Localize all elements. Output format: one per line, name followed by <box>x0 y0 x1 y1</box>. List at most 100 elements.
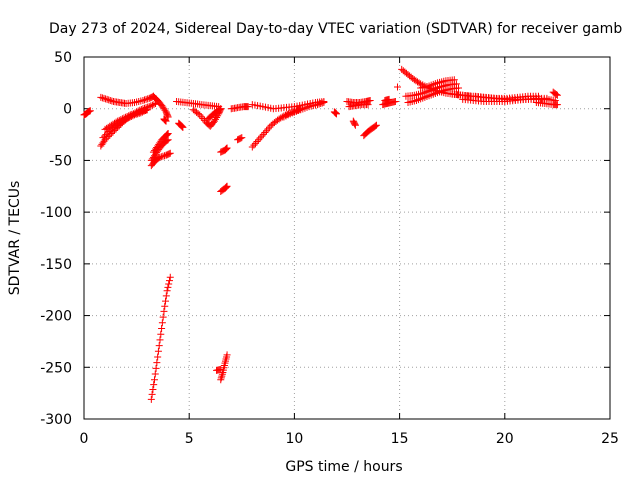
x-tick-label: 15 <box>391 431 409 447</box>
data-point-arc-22 <box>250 141 258 149</box>
data-point-arc-19 <box>217 365 225 373</box>
data-point-arc-08 <box>166 149 174 157</box>
data-point-arc-16 <box>223 144 231 152</box>
data-point-arc-02 <box>108 97 116 105</box>
data-point-arc-02 <box>140 96 148 104</box>
data-point-arc-22 <box>259 130 267 138</box>
data-point-arc-41 <box>552 90 560 98</box>
y-tick-label: -200 <box>40 309 72 325</box>
data-point-arc-11 <box>178 123 186 131</box>
data-point-arc-25 <box>332 110 340 118</box>
data-point-arc-02 <box>142 95 150 103</box>
plot-frame <box>83 56 611 420</box>
data-point-arc-09 <box>164 130 172 138</box>
data-point-arc-02 <box>97 93 105 101</box>
data-point-arc-22 <box>264 125 272 133</box>
data-point-arc-12 <box>150 376 158 384</box>
data-point-arc-12 <box>155 342 163 350</box>
data-point-arc-09 <box>164 130 172 138</box>
data-point-arc-12 <box>166 273 174 281</box>
data-point-arc-12 <box>158 325 166 332</box>
data-point-arc-22 <box>266 123 274 131</box>
data-point-arc-02 <box>105 96 113 104</box>
data-point-arc-24 <box>314 101 322 109</box>
data-point-arc-10 <box>162 117 170 125</box>
data-point-arc-25 <box>331 109 339 117</box>
x-axis-label: GPS time / hours <box>285 459 402 475</box>
data-point-arc-08 <box>156 153 164 161</box>
data-point-arc-05 <box>122 113 130 121</box>
data-point-arc-24 <box>320 99 328 107</box>
data-point-arc-05 <box>112 118 120 126</box>
data-point-arc-05 <box>123 112 131 120</box>
data-point-arc-02 <box>98 94 106 102</box>
y-tick-label: -150 <box>40 257 72 273</box>
data-point-arc-28 <box>351 121 359 129</box>
data-point-arc-02 <box>100 94 108 102</box>
data-point-arc-36 <box>450 76 458 84</box>
data-point-arc-08 <box>157 153 165 161</box>
x-tick-label: 10 <box>285 431 303 447</box>
data-point-arc-14 <box>196 111 204 119</box>
data-point-arc-16 <box>222 145 230 153</box>
data-point-arc-05 <box>125 112 133 120</box>
y-tick-label: -50 <box>49 153 72 169</box>
x-tick-label: 5 <box>185 431 194 447</box>
data-point-arc-22 <box>248 143 256 151</box>
data-point-arc-17 <box>223 183 231 191</box>
data-point-arc-12 <box>159 313 167 321</box>
data-point-arc-05 <box>117 116 125 124</box>
data-point-arc-04 <box>102 131 110 139</box>
data-point-arc-12 <box>164 283 172 291</box>
data-point-arc-24 <box>318 99 326 107</box>
data-point-arc-12 <box>157 330 165 338</box>
data-point-arc-10 <box>162 117 170 125</box>
data-point-arc-18 <box>217 376 225 384</box>
data-point-arc-21 <box>238 134 246 142</box>
data-point-arc-35 <box>455 84 463 92</box>
data-point-arc-12 <box>162 292 170 300</box>
data-point-arc-17 <box>222 183 230 191</box>
data-point-arc-05 <box>134 108 142 116</box>
data-point-arc-12 <box>148 390 156 398</box>
data-point-arc-12 <box>156 336 164 344</box>
data-point-arc-03 <box>150 100 158 108</box>
data-point-arc-12 <box>147 395 155 403</box>
data-point-arc-09 <box>163 131 171 139</box>
data-point-arc-30 <box>391 97 399 105</box>
y-tick-label: 0 <box>63 102 72 118</box>
data-point-arc-18 <box>223 351 231 359</box>
data-point-arc-11 <box>178 122 186 130</box>
data-point-arc-39 <box>534 92 542 100</box>
data-point-arc-05 <box>131 109 139 117</box>
data-point-arc-22 <box>255 136 263 144</box>
data-point-arc-07 <box>163 137 171 145</box>
data-point-arc-28 <box>351 120 359 128</box>
data-point-arc-12 <box>165 277 173 285</box>
data-marks <box>80 65 561 403</box>
data-point-arc-10 <box>160 116 168 124</box>
data-point-arc-22 <box>253 138 261 146</box>
y-tick-label: -300 <box>40 412 72 428</box>
data-point-arc-41 <box>553 91 561 99</box>
data-point-arc-16 <box>223 145 231 153</box>
data-point-arc-29 <box>372 121 380 129</box>
data-point-arc-05 <box>129 110 137 118</box>
data-point-arc-20 <box>244 103 252 111</box>
data-point-arc-14 <box>212 115 219 123</box>
data-point-arc-07 <box>164 136 172 144</box>
data-point-arc-05 <box>118 115 126 123</box>
data-point-arc-12 <box>153 359 161 367</box>
data-point-arc-12 <box>160 307 168 315</box>
data-point-arc-25 <box>331 108 339 116</box>
data-point-arc-24 <box>315 100 323 108</box>
data-point-arc-40 <box>553 101 561 109</box>
data-point-arc-14 <box>210 117 218 125</box>
x-tick-label: 25 <box>601 431 619 447</box>
y-axis-label: SDTVAR / TECUs <box>7 181 23 296</box>
data-point-arc-05 <box>115 116 123 124</box>
data-point-arc-10 <box>161 116 169 124</box>
data-point-arc-12 <box>149 386 157 394</box>
data-point-arc-17 <box>221 184 229 192</box>
